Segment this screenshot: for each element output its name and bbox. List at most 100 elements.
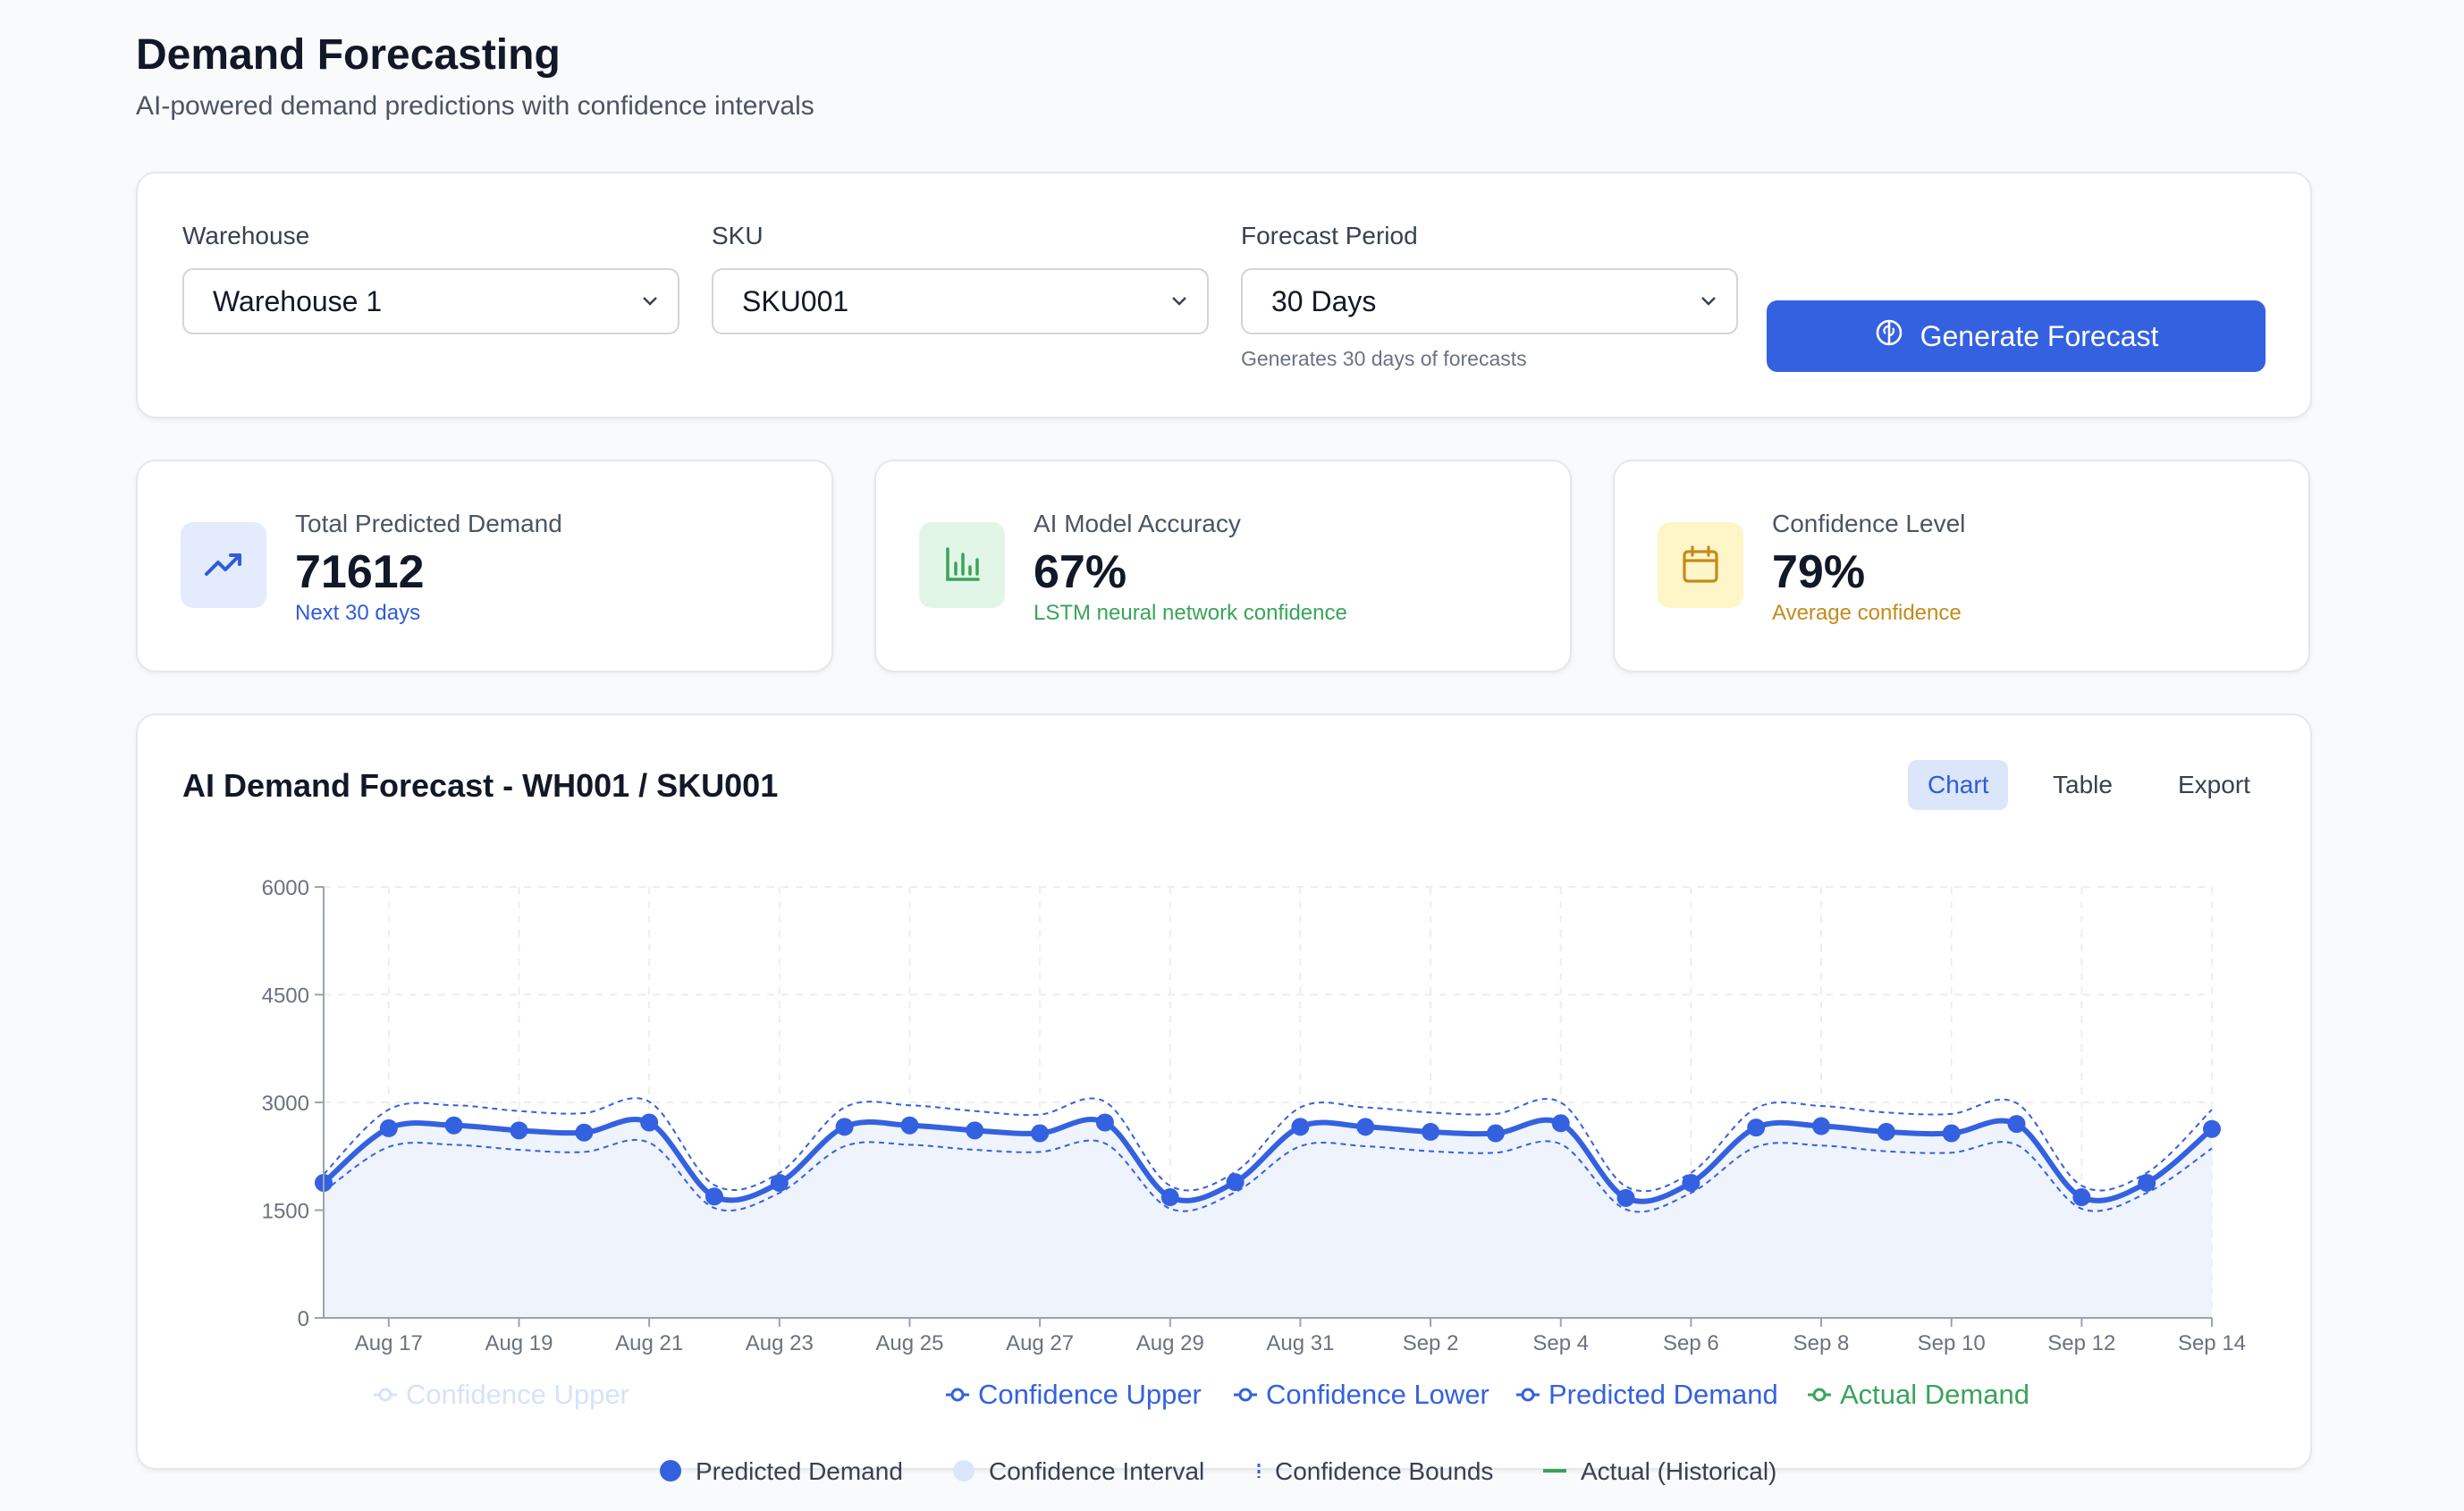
x-tick-label: Sep 4 <box>1532 1331 1589 1355</box>
data-point-predicted <box>1877 1122 1895 1141</box>
sku-label: SKU <box>712 222 764 249</box>
data-point-predicted <box>1422 1122 1440 1141</box>
generate-forecast-label: Generate Forecast <box>1920 319 2159 352</box>
data-point-predicted <box>1486 1124 1505 1143</box>
y-tick-label: 0 <box>298 1307 309 1331</box>
data-point-predicted <box>1682 1173 1700 1192</box>
data-point-predicted <box>1812 1117 1831 1135</box>
bottom-legend-label: Predicted Demand <box>696 1457 903 1485</box>
data-point-predicted <box>966 1121 984 1140</box>
data-point-predicted <box>1095 1113 1114 1132</box>
data-point-predicted <box>1942 1124 1961 1143</box>
chart-title: AI Demand Forecast - WH001 / SKU001 <box>182 767 779 804</box>
warehouse-select[interactable]: Warehouse 1 <box>182 268 679 334</box>
data-point-predicted <box>1160 1188 1179 1207</box>
legend-label-2: Predicted Demand <box>1548 1379 1778 1410</box>
x-tick-label: Sep 2 <box>1403 1331 1459 1355</box>
data-point-predicted <box>1616 1188 1635 1207</box>
bottom-legend-label: Actual (Historical) <box>1581 1457 1776 1485</box>
legend-marker-1-dot <box>1238 1388 1253 1402</box>
data-point-predicted <box>1291 1118 1310 1136</box>
warehouse-label: Warehouse <box>182 222 310 249</box>
chevron-down-icon <box>640 270 660 356</box>
legend-label-3: Actual Demand <box>1840 1379 2029 1410</box>
x-tick-label: Aug 17 <box>355 1331 423 1355</box>
sku-select-value: SKU001 <box>742 285 849 317</box>
stat-sub: Next 30 days <box>295 601 421 625</box>
stat-card-model-accuracy: AI Model Accuracy 67% LSTM neural networ… <box>874 460 1572 672</box>
data-point-predicted <box>2138 1173 2156 1192</box>
bottom-legend-predicted-dot <box>660 1460 681 1481</box>
x-tick-label: Sep 14 <box>2178 1331 2246 1355</box>
export-button[interactable]: Export <box>2178 771 2250 798</box>
data-point-predicted <box>640 1113 659 1132</box>
y-tick-label: 6000 <box>262 876 309 900</box>
generate-forecast-button[interactable]: Generate Forecast <box>1767 300 2266 372</box>
data-point-predicted <box>2203 1119 2221 1138</box>
data-point-predicted <box>835 1118 854 1136</box>
stat-value: 79% <box>1772 546 1866 598</box>
tab-chart[interactable]: Chart <box>1908 760 2009 810</box>
data-point-predicted <box>1356 1118 1375 1136</box>
forecast-period-label: Forecast Period <box>1241 222 1418 249</box>
stat-value: 67% <box>1034 546 1127 598</box>
data-point-predicted <box>2072 1188 2091 1207</box>
data-point-predicted <box>575 1123 594 1142</box>
forecast-chart-card: AI Demand Forecast - WH001 / SKU001 Char… <box>136 713 2312 1470</box>
trending-up-icon <box>181 522 266 608</box>
x-tick-label: Aug 21 <box>615 1331 683 1355</box>
data-point-predicted <box>510 1121 528 1140</box>
legend-marker-2-dot <box>1521 1388 1535 1402</box>
data-point-predicted <box>444 1116 463 1135</box>
legend-marker-3-dot <box>1812 1388 1827 1402</box>
x-tick-label: Aug 19 <box>485 1331 553 1355</box>
x-tick-label: Aug 29 <box>1136 1331 1204 1355</box>
bar-chart-icon <box>919 522 1005 608</box>
series-line-confidence-lower <box>323 1138 2213 1213</box>
data-point-predicted <box>1551 1114 1570 1133</box>
sku-select[interactable]: SKU001 <box>712 268 1209 334</box>
stat-label: Total Predicted Demand <box>295 510 562 537</box>
legend-marker-0-dot <box>950 1388 965 1402</box>
bottom-legend-label: Confidence Interval <box>989 1457 1204 1485</box>
stat-sub: Average confidence <box>1772 601 1962 625</box>
data-point-predicted <box>379 1118 398 1137</box>
stat-sub: LSTM neural network confidence <box>1034 601 1347 625</box>
tab-table[interactable]: Table <box>2053 771 2113 798</box>
stat-label: AI Model Accuracy <box>1034 510 1241 537</box>
stat-card-total-demand: Total Predicted Demand 71612 Next 30 day… <box>136 460 833 672</box>
stat-label: Confidence Level <box>1772 510 1966 537</box>
data-point-predicted <box>705 1187 723 1206</box>
y-tick-label: 3000 <box>262 1092 309 1116</box>
bottom-legend-interval-dot <box>953 1460 975 1481</box>
bottom-legend-label: Confidence Bounds <box>1275 1457 1493 1485</box>
legend-label-1: Confidence Lower <box>1266 1379 1489 1410</box>
chevron-down-icon <box>1699 270 1718 356</box>
legend-label-0: Confidence Upper <box>978 1379 1202 1410</box>
x-tick-label: Sep 6 <box>1663 1331 1719 1355</box>
legend-marker-faded-dot <box>378 1388 392 1402</box>
predicted-demand-area <box>324 1118 2212 1318</box>
calendar-icon <box>1658 522 1743 608</box>
forecast-period-select[interactable]: 30 Days <box>1241 268 1738 334</box>
data-point-predicted <box>770 1173 789 1192</box>
x-tick-label: Aug 23 <box>746 1331 814 1355</box>
legend-label-faded: Confidence Upper <box>406 1379 629 1410</box>
data-point-predicted <box>1747 1118 1766 1137</box>
data-point-predicted <box>1031 1124 1050 1143</box>
forecast-period-hint: Generates 30 days of forecasts <box>1241 347 1527 370</box>
data-point-predicted <box>2007 1115 2026 1134</box>
stat-value: 71612 <box>295 546 425 598</box>
x-tick-label: Aug 31 <box>1266 1331 1334 1355</box>
data-point-predicted <box>1226 1173 1245 1192</box>
page-subtitle: AI-powered demand predictions with confi… <box>136 91 814 121</box>
y-tick-label: 4500 <box>262 984 309 1009</box>
x-tick-label: Sep 12 <box>2047 1331 2115 1355</box>
chevron-down-icon <box>1169 270 1189 356</box>
forecast-controls-card: Warehouse Warehouse 1 SKU SKU001 Forecas… <box>136 172 2312 418</box>
y-tick-label: 1500 <box>262 1200 309 1224</box>
series-line-confidence-upper <box>323 1097 2213 1193</box>
x-tick-label: Sep 10 <box>1918 1331 1986 1355</box>
